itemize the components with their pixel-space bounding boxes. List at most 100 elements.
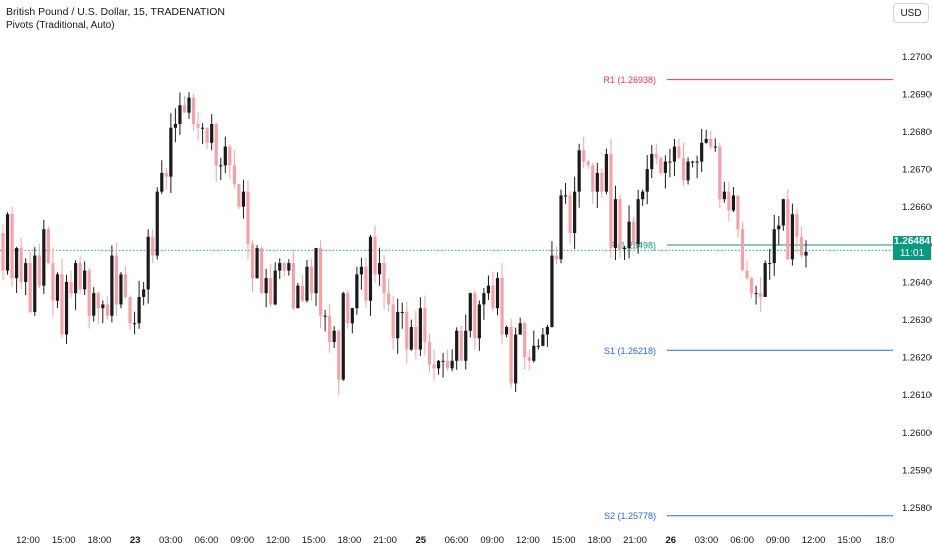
currency-button[interactable]: USD — [893, 3, 929, 23]
candle-body — [491, 285, 495, 309]
candle-body — [332, 330, 336, 343]
candle-body — [169, 127, 173, 177]
candle-body — [73, 263, 78, 294]
candle-body — [573, 191, 577, 234]
candle-body — [786, 199, 790, 260]
candle-body — [60, 274, 64, 335]
candle-body — [563, 195, 568, 197]
candle-body — [305, 266, 309, 301]
candle-body — [414, 326, 418, 350]
candle-body — [804, 251, 808, 256]
x-tick-label: 15:00 — [302, 535, 326, 546]
candle-body — [273, 270, 277, 305]
candle-body — [591, 165, 595, 192]
candle-body — [219, 165, 223, 167]
y-tick-label: 1.26300 — [902, 315, 932, 326]
candle-body — [709, 139, 713, 147]
x-tick-label: 03:00 — [695, 535, 719, 546]
candle-body — [114, 255, 119, 305]
candle-body — [328, 315, 332, 343]
y-tick-label: 1.26900 — [902, 89, 932, 100]
candle-body — [296, 285, 300, 309]
candle-body — [405, 311, 409, 350]
candle-body — [391, 304, 395, 339]
indicator-label[interactable]: Pivots (Traditional, Auto) — [6, 20, 115, 31]
x-tick-label: 12:00 — [516, 535, 540, 546]
bar-countdown: 11:01 — [899, 248, 925, 259]
candle-body — [609, 154, 613, 249]
pivot-label-p: P (1.26498) — [609, 241, 656, 251]
candle-body — [359, 266, 364, 275]
candle-body — [418, 308, 422, 350]
candle-body — [622, 248, 627, 250]
candle-body — [749, 278, 754, 294]
y-tick-label: 1.25900 — [902, 465, 932, 476]
candle-body — [228, 146, 232, 166]
candle-body — [441, 360, 445, 362]
pivot-label-s1: S1 (1.26218) — [604, 346, 656, 356]
candle-body — [514, 334, 518, 384]
candle-body — [754, 293, 758, 295]
candle-body — [250, 244, 255, 279]
candle-body — [151, 236, 155, 256]
candle-body — [191, 97, 196, 124]
candle-body — [718, 146, 722, 200]
candle-body — [731, 195, 736, 211]
candle-body — [722, 191, 726, 200]
candle-body — [46, 229, 50, 264]
candle-body — [554, 255, 559, 260]
candle-body — [341, 293, 345, 380]
candle-body — [300, 285, 305, 301]
candle-body — [727, 191, 731, 211]
x-tick-label: 12:00 — [266, 535, 290, 546]
candle-body — [650, 154, 654, 170]
candle-body — [255, 248, 259, 279]
candle-body — [137, 296, 141, 324]
x-tick-label: 12:00 — [16, 535, 40, 546]
x-tick-label: 15:00 — [552, 535, 576, 546]
candle-body — [314, 248, 318, 294]
candle-body — [350, 308, 354, 324]
x-tick-label: 15:00 — [52, 535, 76, 546]
x-tick-label: 18:00 — [88, 535, 112, 546]
candle-body — [604, 154, 608, 192]
candle-body — [427, 342, 432, 365]
candle-body — [69, 281, 73, 294]
candle-body — [509, 326, 513, 384]
candle-body — [736, 195, 740, 230]
candle-body — [146, 236, 150, 290]
y-tick-label: 1.26200 — [902, 353, 932, 364]
candle-body — [210, 123, 214, 143]
candle-body — [527, 357, 531, 361]
candle-body — [799, 236, 804, 256]
candle-body — [377, 263, 382, 275]
candle-body — [672, 146, 677, 162]
x-tick-label: 18:00 — [587, 535, 611, 546]
candle-body — [51, 263, 55, 301]
candle-body — [423, 308, 427, 343]
candle-body — [681, 157, 686, 181]
candle-body — [618, 199, 622, 249]
candle-body — [586, 161, 590, 166]
candle-body — [450, 360, 454, 369]
candle-body — [110, 255, 114, 316]
candle-body — [400, 311, 404, 313]
candle-body — [237, 184, 241, 207]
candle-body — [5, 214, 10, 271]
candle-body — [355, 274, 359, 309]
candle-body — [241, 191, 246, 207]
candle-body — [486, 285, 491, 294]
candle-body — [500, 278, 504, 335]
candle-body — [550, 255, 554, 327]
candle-body — [264, 278, 268, 294]
candle-body — [713, 146, 717, 148]
candle-body — [627, 221, 631, 249]
candle-body — [287, 263, 291, 271]
y-tick-label: 1.26700 — [902, 165, 932, 176]
candle-body — [464, 330, 468, 361]
y-tick-label: 1.26400 — [902, 277, 932, 288]
y-tick-label: 1.26600 — [902, 202, 932, 213]
x-tick-label: 26 — [665, 535, 676, 546]
x-tick-label: 12:00 — [802, 535, 826, 546]
